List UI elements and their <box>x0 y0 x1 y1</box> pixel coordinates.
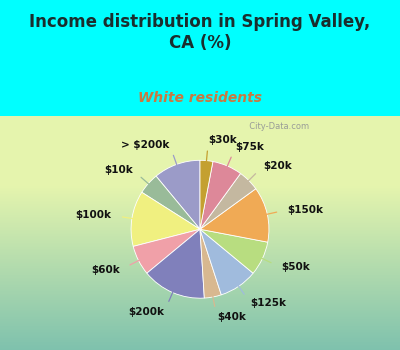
Text: > $200k: > $200k <box>121 140 170 150</box>
Wedge shape <box>156 160 200 229</box>
Text: $75k: $75k <box>236 142 264 152</box>
Text: $60k: $60k <box>91 265 120 275</box>
Text: $100k: $100k <box>76 210 112 220</box>
Wedge shape <box>200 229 268 273</box>
Wedge shape <box>200 160 213 229</box>
Text: $200k: $200k <box>128 307 164 316</box>
Wedge shape <box>200 162 240 229</box>
Text: $20k: $20k <box>263 161 292 171</box>
Text: White residents: White residents <box>138 91 262 105</box>
Text: $150k: $150k <box>288 205 324 215</box>
Text: Income distribution in Spring Valley,
CA (%): Income distribution in Spring Valley, CA… <box>29 13 371 52</box>
Text: City-Data.com: City-Data.com <box>244 122 309 131</box>
Wedge shape <box>142 176 200 229</box>
Wedge shape <box>133 229 200 273</box>
Text: $50k: $50k <box>281 262 310 272</box>
Wedge shape <box>200 229 221 298</box>
Text: $10k: $10k <box>104 165 133 175</box>
Wedge shape <box>147 229 204 298</box>
Wedge shape <box>200 174 256 229</box>
Wedge shape <box>131 192 200 246</box>
Text: $40k: $40k <box>217 312 246 322</box>
Wedge shape <box>200 229 253 295</box>
Text: $125k: $125k <box>250 298 286 308</box>
Text: $30k: $30k <box>208 135 237 145</box>
Wedge shape <box>200 189 269 242</box>
